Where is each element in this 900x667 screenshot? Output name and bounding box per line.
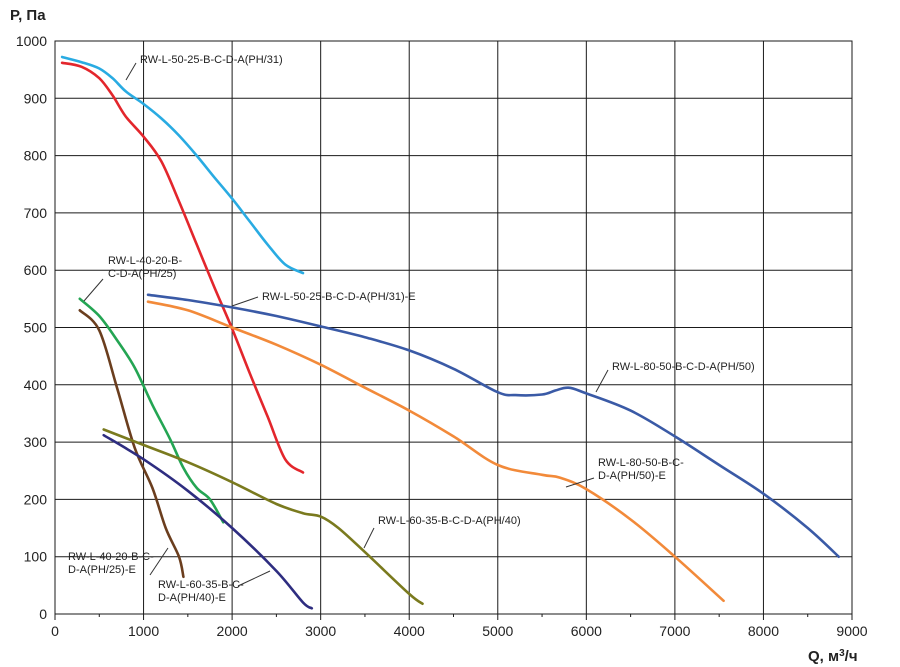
- series-label-2: RW-L-80-50-B-C-D-A(PH/50): [612, 361, 755, 373]
- series-label-7-line-1: D-A(PH/40)-E: [158, 592, 226, 604]
- x-tick-label: 5000: [482, 623, 513, 639]
- series-label-0: RW-L-50-25-B-C-D-A(PH/31): [140, 54, 283, 66]
- grid: [54, 40, 853, 620]
- x-tick-label: 6000: [571, 623, 602, 639]
- series-label-5-line-0: RW-L-40-20-B-C-: [68, 551, 154, 563]
- y-tick-label: 800: [24, 148, 48, 164]
- y-tick-label: 100: [24, 549, 48, 565]
- x-tick-label: 8000: [748, 623, 779, 639]
- y-tick-label: 700: [24, 205, 48, 221]
- series-line-3: [146, 300, 725, 603]
- series-line-1: [60, 61, 305, 474]
- label-leader-4: [83, 278, 104, 302]
- series-line-7: [102, 433, 314, 610]
- y-tick-label: 900: [24, 90, 48, 106]
- y-tick-label: 600: [24, 262, 48, 278]
- x-tick-label: 9000: [836, 623, 867, 639]
- label-leaders: [83, 62, 609, 587]
- series-line-0: [60, 55, 305, 275]
- x-axis-title: Q, м3/ч: [808, 648, 858, 666]
- y-tick-label: 400: [24, 377, 48, 393]
- y-tick-label: 1000: [16, 33, 47, 49]
- series-label-3-line-0: RW-L-80-50-B-C-: [598, 457, 684, 469]
- label-leader-6: [363, 527, 375, 549]
- y-tick-label: 300: [24, 434, 48, 450]
- series-label-3-line-1: D-A(PH/50)-E: [598, 470, 666, 482]
- x-tick-label: 2000: [217, 623, 248, 639]
- series-lines: [60, 55, 840, 610]
- x-tick-label: 3000: [305, 623, 336, 639]
- x-tick-label: 4000: [394, 623, 425, 639]
- label-leader-2: [595, 369, 609, 393]
- series-label-6: RW-L-60-35-B-C-D-A(PH/40): [378, 515, 521, 527]
- label-leader-5: [149, 547, 169, 576]
- y-tick-label: 200: [24, 491, 48, 507]
- x-tick-label: 0: [51, 623, 59, 639]
- series-line-5: [78, 309, 185, 579]
- series-label-7-line-0: RW-L-60-35-B-C-: [158, 579, 244, 591]
- series-label-4-line-0: RW-L-40-20-B-: [108, 255, 183, 267]
- series-label-5-line-1: D-A(PH/25)-E: [68, 564, 136, 576]
- tick-labels: 0 1000 2000 3000 4000 5000 6000 7000 8000 9000 0 10…: [16, 33, 868, 639]
- label-leader-3: [565, 477, 595, 488]
- label-leader-7: [237, 570, 271, 587]
- series-label-4-line-1: C-D-A(PH/25): [108, 268, 176, 280]
- series-line-6: [102, 428, 424, 605]
- label-leader-1: [231, 296, 259, 307]
- series-line-4: [78, 297, 225, 524]
- series-label-1: RW-L-50-25-B-C-D-A(PH/31)-E: [262, 291, 416, 303]
- label-leader-0: [125, 62, 137, 81]
- y-axis-title: P, Па: [10, 7, 46, 24]
- x-tick-label: 7000: [659, 623, 690, 639]
- series-line-2: [146, 293, 840, 558]
- y-tick-label: 500: [24, 320, 48, 336]
- x-tick-label: 1000: [128, 623, 159, 639]
- y-tick-label: 0: [39, 606, 47, 622]
- series-labels: RW-L-50-25-B-C-D-A(PH/31) RW-L-50-25-B-C-…: [68, 54, 755, 604]
